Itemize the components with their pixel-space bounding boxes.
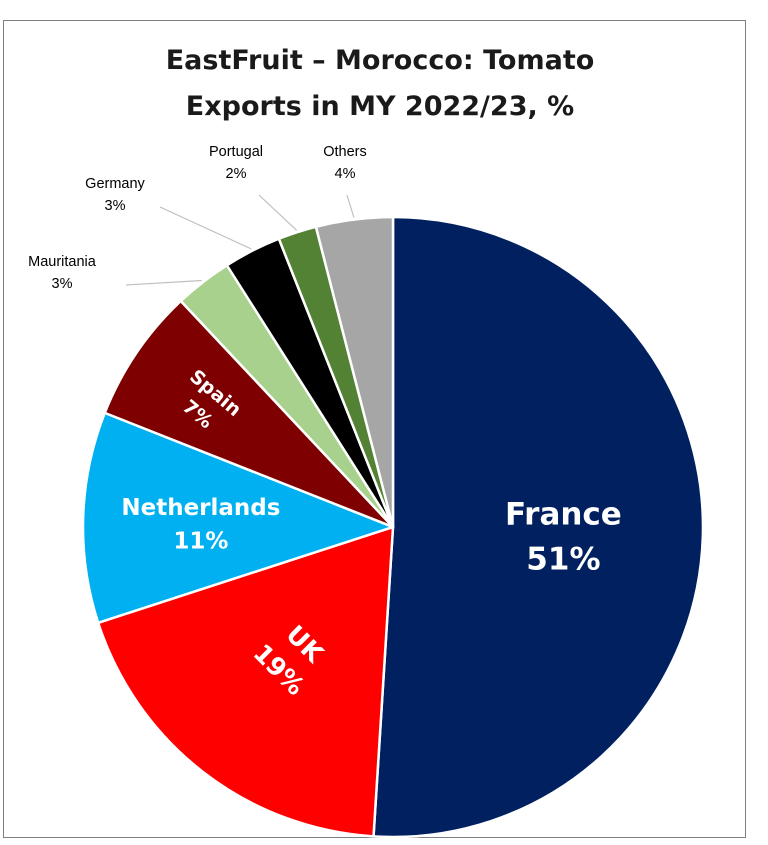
slice-name-netherlands: Netherlands — [121, 495, 280, 521]
leader-line-mauritania — [125, 279, 202, 286]
slice-label-netherlands: Netherlands 11% — [121, 495, 280, 554]
slice-label-france: France 51% — [505, 497, 622, 578]
slice-value-others: 4% — [335, 166, 356, 182]
pie-slice-netherlands — [81, 411, 395, 625]
slice-name-others: Others — [323, 144, 367, 160]
slice-label-mauritania: Mauritania 3% — [28, 254, 97, 292]
leader-line-portugal — [258, 194, 298, 231]
chart-title: EastFruit – Morocco: Tomato Exports in M… — [0, 38, 760, 130]
slice-name-germany: Germany — [85, 176, 145, 192]
leader-line-others — [346, 194, 355, 218]
chart-title-line-1: EastFruit – Morocco: Tomato — [165, 45, 595, 76]
slice-value-mauritania: 3% — [52, 276, 73, 292]
slice-label-germany: Germany 3% — [85, 176, 145, 214]
pie-slice-spain — [103, 299, 395, 529]
pie-slice-uk — [96, 525, 395, 838]
leader-lines — [125, 194, 355, 286]
slice-label-portugal: Portugal 2% — [209, 144, 263, 182]
leader-line-germany — [159, 206, 252, 250]
slice-value-germany: 3% — [105, 198, 126, 214]
slice-name-mauritania: Mauritania — [28, 254, 97, 270]
slice-label-others: Others 4% — [323, 144, 367, 182]
slice-name-portugal: Portugal — [209, 144, 263, 160]
slice-name-france: France — [505, 497, 622, 533]
pie-slice-france — [372, 215, 705, 839]
slice-value-netherlands: 11% — [173, 529, 228, 555]
pie-slices — [81, 215, 705, 839]
pie-slice-others — [314, 215, 395, 529]
chart-title-line-2: Exports in MY 2022/23, % — [185, 91, 575, 122]
slice-value-portugal: 2% — [226, 166, 247, 182]
slice-value-france: 51% — [526, 542, 600, 578]
